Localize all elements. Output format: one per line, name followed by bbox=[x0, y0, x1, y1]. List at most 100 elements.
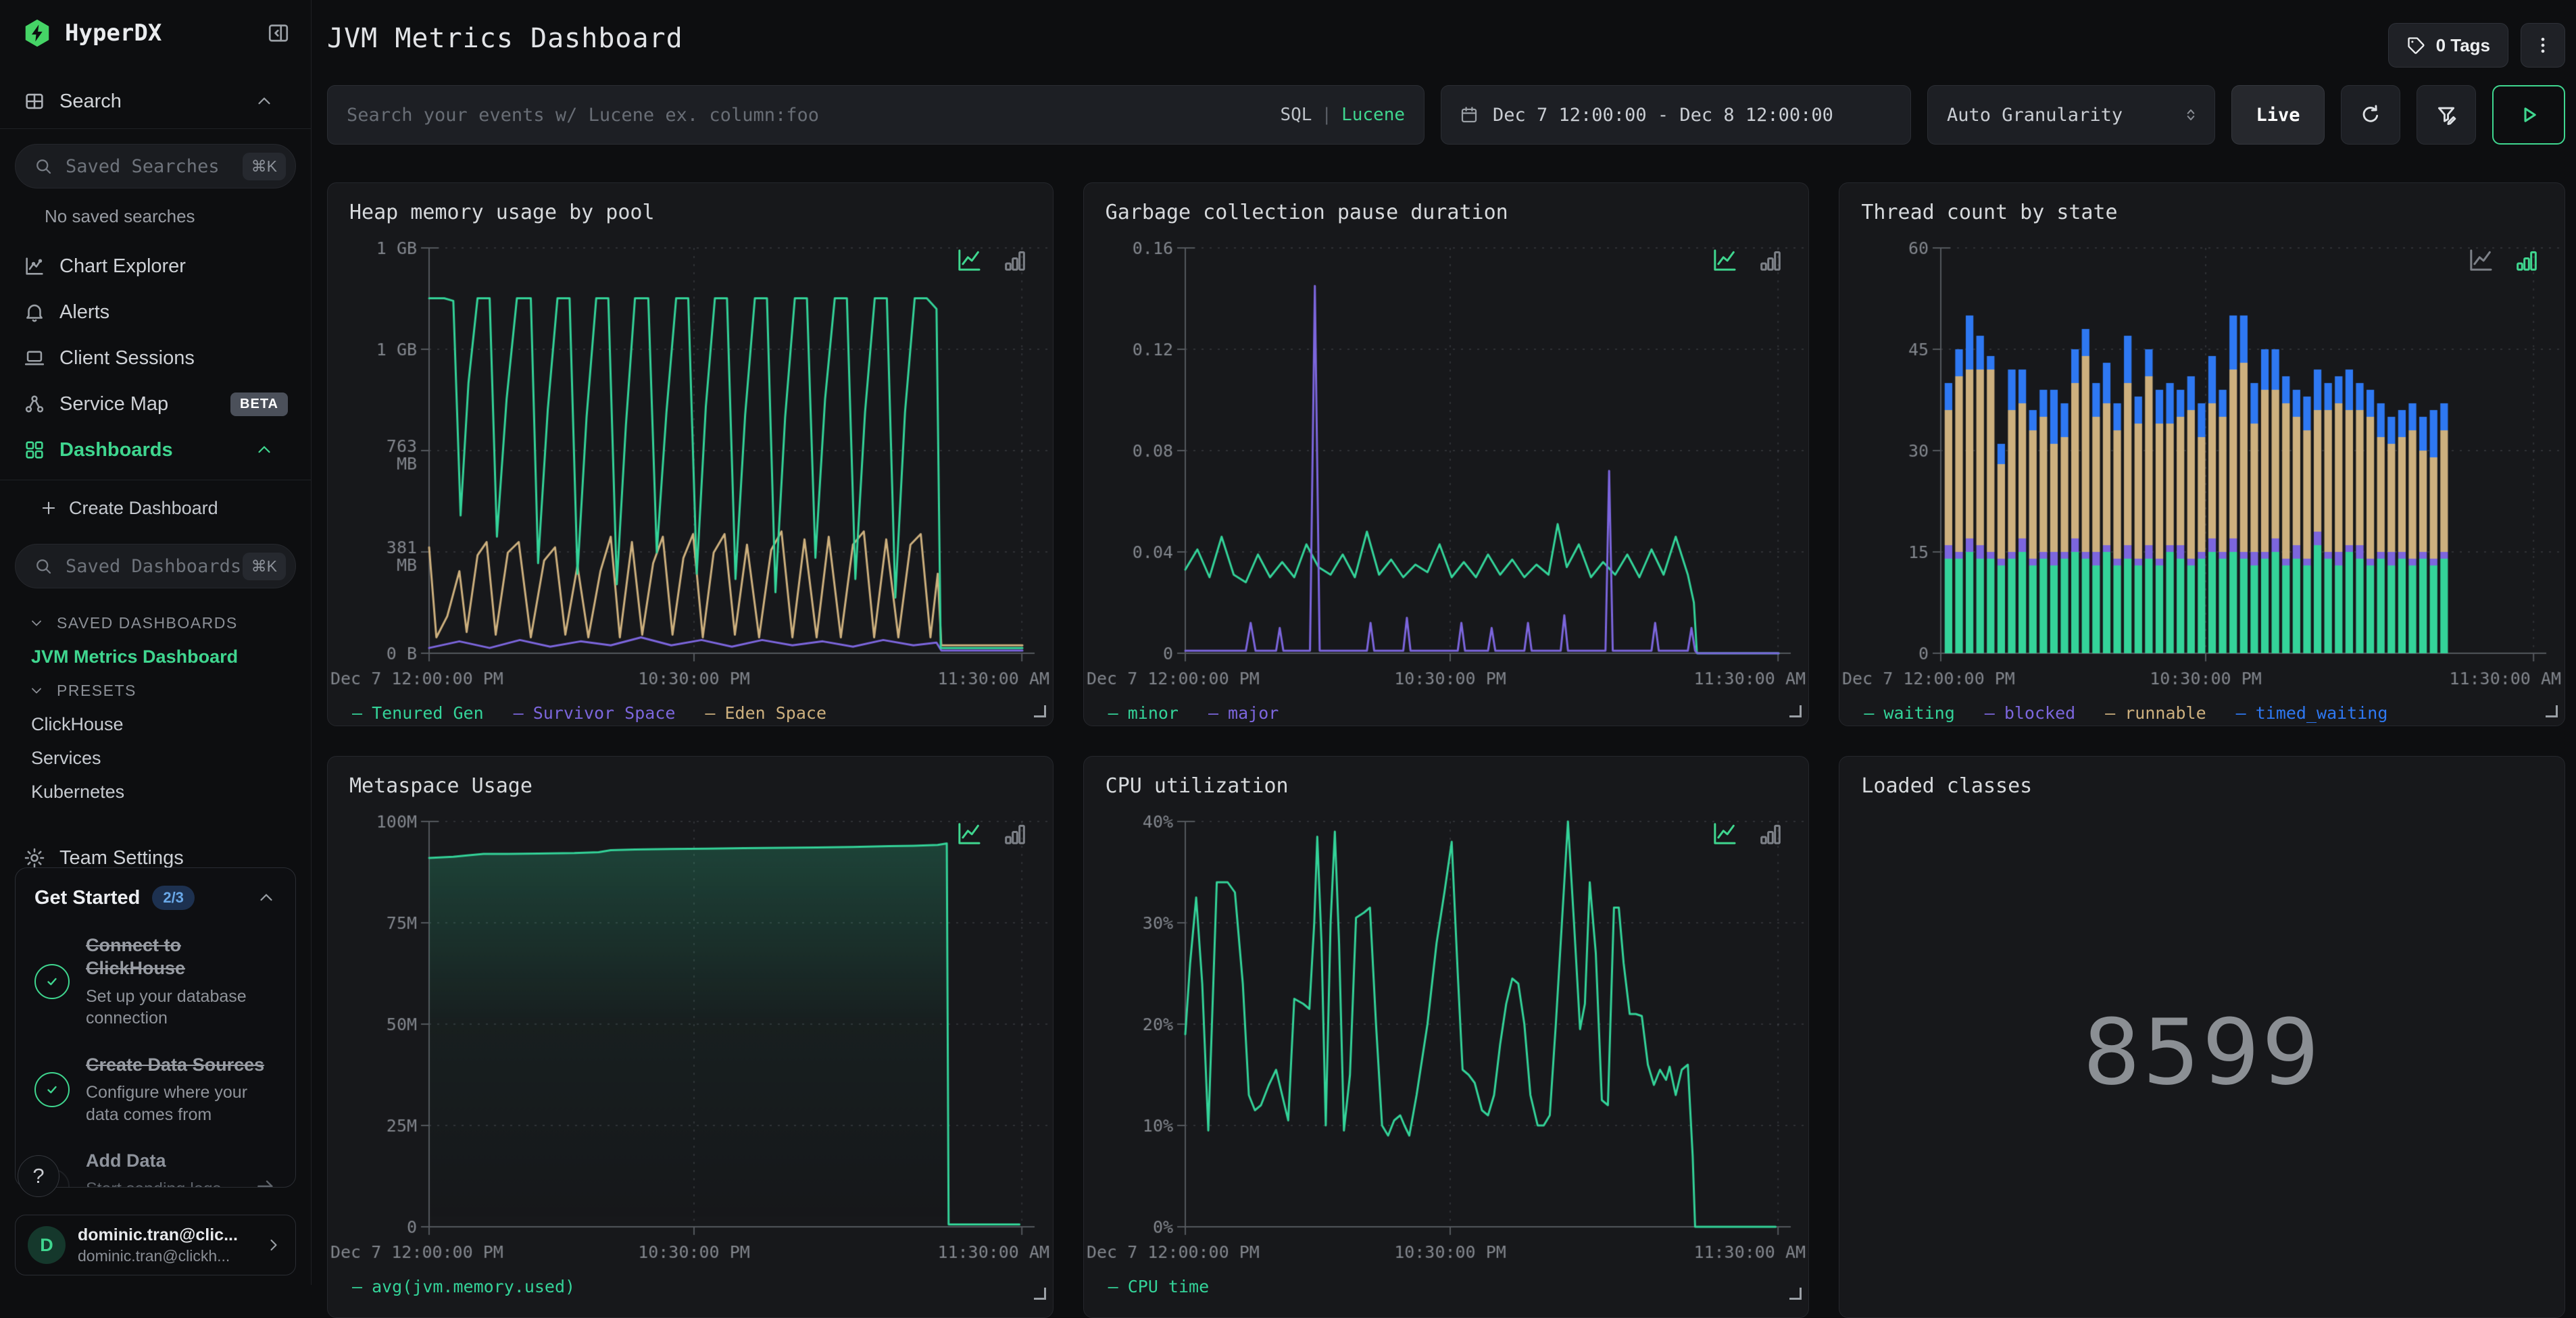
search-section-icon bbox=[23, 90, 46, 113]
sidebar-item-label: Service Map bbox=[59, 392, 169, 415]
sidebar-item-client-sessions[interactable]: Client Sessions bbox=[0, 335, 311, 381]
panel-title: Garbage collection pause duration bbox=[1105, 201, 1508, 224]
live-button[interactable]: Live bbox=[2231, 85, 2325, 145]
legend-item: Survivor Space bbox=[532, 703, 676, 723]
sidebar-item-alerts[interactable]: Alerts bbox=[0, 289, 311, 335]
chevron-up-icon[interactable] bbox=[254, 440, 274, 460]
resize-handle[interactable] bbox=[1033, 1288, 1046, 1300]
filter-button[interactable] bbox=[2417, 85, 2476, 145]
user-email: dominic.tran@clickh... bbox=[78, 1246, 230, 1265]
tags-label: 0 Tags bbox=[2435, 34, 2490, 55]
saved-dashboards-section[interactable]: SAVED DASHBOARDS bbox=[0, 606, 311, 640]
bar-view-icon[interactable] bbox=[1757, 820, 1784, 846]
task-title: Connect to ClickHouse bbox=[86, 935, 186, 978]
sidebar-item-label: Client Sessions bbox=[59, 347, 195, 369]
user-menu[interactable]: D dominic.tran@clic... dominic.tran@clic… bbox=[15, 1215, 296, 1275]
legend-item: waiting bbox=[1883, 703, 1955, 723]
panel-metaspace: Metaspace Usage — avg(jvm.memory.used) bbox=[327, 756, 1054, 1318]
collapse-sidebar-icon[interactable] bbox=[266, 21, 291, 45]
divider bbox=[0, 128, 311, 129]
metaspace-chart-canvas bbox=[328, 804, 1053, 1270]
panel-title: Thread count by state bbox=[1861, 201, 2118, 224]
service-map-icon bbox=[23, 392, 46, 415]
resize-handle[interactable] bbox=[1789, 705, 1802, 717]
legend-item: Eden Space bbox=[724, 703, 826, 723]
sidebar-item-label: Dashboards bbox=[59, 438, 173, 461]
sidebar-item-label: Chart Explorer bbox=[59, 255, 186, 277]
sidebar-item-team-settings[interactable]: Team Settings bbox=[0, 836, 311, 880]
sidebar-item-service-map[interactable]: Service Map BETA bbox=[0, 381, 311, 427]
chart-legend: — minor — major bbox=[1108, 703, 1279, 723]
sidebar-section-search[interactable]: Search bbox=[0, 81, 311, 122]
chevron-down-icon bbox=[28, 615, 45, 631]
run-query-button[interactable] bbox=[2492, 85, 2565, 145]
resize-handle[interactable] bbox=[1033, 705, 1046, 717]
resize-handle[interactable] bbox=[2545, 705, 2558, 717]
search-placeholder: Search your events w/ Lucene ex. column:… bbox=[347, 104, 819, 126]
user-name: dominic.tran@clic... bbox=[78, 1225, 238, 1244]
lucene-mode-toggle[interactable]: Lucene bbox=[1341, 105, 1405, 125]
line-view-icon[interactable] bbox=[1711, 247, 1738, 272]
get-started-header[interactable]: Get Started 2/3 bbox=[34, 886, 276, 910]
plus-icon bbox=[39, 499, 58, 517]
beta-badge: BETA bbox=[230, 392, 288, 416]
resize-handle[interactable] bbox=[1789, 1288, 1802, 1300]
bell-icon bbox=[23, 301, 46, 324]
cpu-chart-canvas bbox=[1083, 804, 1809, 1270]
tree-item-kubernetes[interactable]: Kubernetes bbox=[0, 775, 311, 809]
line-view-icon[interactable] bbox=[2467, 247, 2494, 272]
bar-view-icon[interactable] bbox=[1757, 247, 1784, 272]
saved-dashboards-input[interactable]: Saved Dashboards ⌘K bbox=[15, 544, 296, 588]
heap-chart-canvas bbox=[328, 230, 1053, 696]
line-view-icon[interactable] bbox=[1711, 820, 1738, 846]
event-search-input[interactable]: Search your events w/ Lucene ex. column:… bbox=[327, 85, 1425, 145]
granularity-value: Auto Granularity bbox=[1947, 104, 2123, 126]
get-started-item-sources[interactable]: Create Data Sources Configure where your… bbox=[34, 1054, 276, 1126]
saved-searches-input[interactable]: Saved Searches ⌘K bbox=[15, 144, 296, 188]
panel-loaded-classes: Loaded classes 8599 bbox=[1839, 756, 2565, 1318]
legend-item: major bbox=[1228, 703, 1279, 723]
date-range-picker[interactable]: Dec 7 12:00:00 - Dec 8 12:00:00 bbox=[1441, 85, 1911, 145]
logo-row: HyperDX bbox=[0, 0, 311, 49]
sidebar-item-dashboards[interactable]: Dashboards bbox=[0, 427, 311, 473]
tree-item-services[interactable]: Services bbox=[0, 741, 311, 775]
presets-section[interactable]: PRESETS bbox=[0, 674, 311, 707]
refresh-icon bbox=[2359, 103, 2382, 126]
chevron-up-icon[interactable] bbox=[256, 888, 276, 908]
get-started-item-connect[interactable]: Connect to ClickHouse Set up your databa… bbox=[34, 934, 276, 1030]
progress-badge: 2/3 bbox=[152, 886, 195, 910]
check-circle-icon bbox=[34, 1071, 70, 1107]
tree-item-clickhouse[interactable]: ClickHouse bbox=[0, 707, 311, 741]
panel-gc-pause: Garbage collection pause duration — minor… bbox=[1083, 182, 1810, 726]
search-icon bbox=[33, 556, 53, 576]
chart-type-toggles bbox=[1711, 247, 1784, 272]
get-started-item-add-data[interactable]: Add Data Start sending logs, metrics, or… bbox=[34, 1150, 276, 1187]
section-label: SAVED DASHBOARDS bbox=[57, 613, 238, 632]
task-desc: Configure where your data comes from bbox=[86, 1083, 248, 1124]
sidebar-item-chart-explorer[interactable]: Chart Explorer bbox=[0, 243, 311, 289]
tag-icon bbox=[2406, 36, 2425, 55]
panel-title: Loaded classes bbox=[1861, 774, 2033, 798]
live-label: Live bbox=[2256, 104, 2300, 126]
line-view-icon[interactable] bbox=[956, 247, 983, 272]
create-dashboard-button[interactable]: Create Dashboard bbox=[39, 487, 311, 529]
page-title: JVM Metrics Dashboard bbox=[327, 23, 683, 54]
tags-button[interactable]: 0 Tags bbox=[2387, 23, 2508, 68]
sql-mode-toggle[interactable]: SQL bbox=[1280, 105, 1312, 125]
chart-type-toggles bbox=[956, 247, 1029, 272]
bar-view-icon[interactable] bbox=[1001, 820, 1029, 846]
granularity-select[interactable]: Auto Granularity bbox=[1927, 85, 2215, 145]
tree-item-label: Kubernetes bbox=[31, 781, 125, 802]
bar-view-icon[interactable] bbox=[2513, 247, 2540, 272]
bar-view-icon[interactable] bbox=[1001, 247, 1029, 272]
panel-title: Metaspace Usage bbox=[349, 774, 532, 798]
task-desc: Start sending logs, metrics, or traces bbox=[86, 1178, 255, 1187]
gc-chart-canvas bbox=[1083, 230, 1809, 696]
chevron-right-icon bbox=[264, 1236, 283, 1254]
chevron-up-icon[interactable] bbox=[254, 91, 274, 111]
tree-item-jvm-metrics-dashboard[interactable]: JVM Metrics Dashboard bbox=[0, 640, 311, 674]
refresh-button[interactable] bbox=[2341, 85, 2400, 145]
help-button[interactable]: ? bbox=[18, 1155, 59, 1197]
more-options-button[interactable] bbox=[2521, 23, 2565, 68]
line-view-icon[interactable] bbox=[956, 820, 983, 846]
